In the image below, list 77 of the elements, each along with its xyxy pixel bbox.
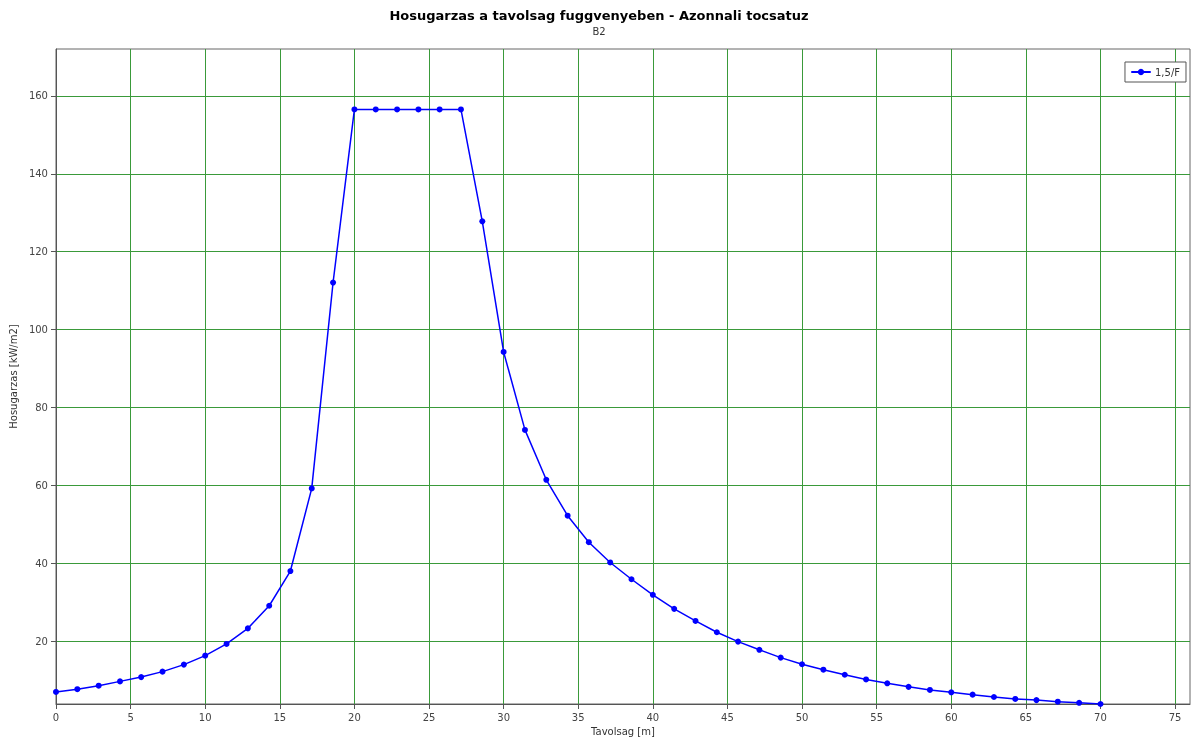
- point: [713, 629, 720, 636]
- x-tick-label: 35: [571, 711, 585, 723]
- point: [1054, 698, 1061, 705]
- point: [372, 106, 379, 113]
- y-axis-title: Hosugarzas [kW/m2]: [7, 324, 19, 429]
- point: [585, 539, 592, 546]
- point: [607, 559, 614, 566]
- x-tick-label: 15: [273, 711, 287, 723]
- point: [52, 688, 59, 695]
- x-tick-label: 60: [944, 711, 958, 723]
- point: [799, 661, 806, 668]
- point: [1033, 697, 1040, 704]
- point: [1012, 695, 1019, 702]
- point: [926, 686, 933, 693]
- x-tick-label: 45: [721, 711, 734, 723]
- point: [841, 671, 848, 678]
- x-tick-label: 70: [1094, 711, 1107, 723]
- point: [863, 676, 870, 683]
- point: [969, 691, 976, 698]
- point: [884, 680, 891, 687]
- chart-subtitle: B2: [592, 25, 606, 37]
- point: [330, 279, 337, 286]
- y-tick-label: 160: [28, 90, 48, 102]
- point: [990, 693, 997, 700]
- point: [436, 106, 443, 113]
- point: [351, 106, 358, 113]
- point: [266, 602, 273, 609]
- point: [479, 218, 486, 225]
- point: [500, 348, 507, 355]
- x-tick-label: 30: [497, 711, 510, 723]
- point: [74, 686, 81, 693]
- x-tick-label: 55: [870, 711, 884, 723]
- point: [223, 640, 230, 647]
- y-tick-label: 40: [35, 558, 48, 570]
- point: [649, 591, 656, 598]
- x-axis-title: Tavolsag [m]: [590, 726, 655, 738]
- point: [117, 678, 123, 685]
- point: [457, 106, 464, 113]
- point: [820, 666, 827, 673]
- point: [543, 476, 550, 483]
- y-tick-label: 80: [35, 402, 48, 414]
- x-tick-label: 65: [1019, 711, 1033, 723]
- legend-label: 1,5/F: [1154, 66, 1181, 78]
- point: [244, 625, 251, 632]
- x-tick-label: 75: [1168, 711, 1182, 723]
- x-tick-label: 5: [127, 711, 134, 723]
- point: [95, 682, 102, 689]
- x-tick-label: 10: [198, 711, 212, 723]
- y-tick-label: 120: [28, 246, 48, 258]
- point: [394, 106, 401, 113]
- point: [564, 512, 571, 519]
- y-tick-label: 60: [35, 480, 48, 492]
- x-tick-label: 0: [52, 711, 60, 723]
- y-tick-label: 140: [28, 168, 48, 180]
- point: [692, 617, 699, 624]
- y-tick-label: 20: [35, 636, 48, 648]
- point: [180, 661, 187, 668]
- point: [756, 646, 763, 653]
- x-tick-label: 25: [422, 711, 436, 723]
- point: [1076, 699, 1083, 706]
- point: [287, 568, 294, 575]
- point: [308, 485, 315, 492]
- chart-title: Hosugarzas a tavolsag fuggvenyeben - Azonnali tocsatuz: [389, 8, 809, 23]
- x-tick-label: 40: [646, 711, 660, 723]
- point: [521, 426, 528, 433]
- point: [905, 683, 912, 690]
- point: [415, 106, 422, 113]
- point: [777, 654, 784, 661]
- point: [735, 638, 742, 645]
- point: [671, 605, 678, 612]
- point: [138, 674, 145, 681]
- x-tick-label: 50: [795, 711, 809, 723]
- x-tick-label: 20: [348, 711, 361, 723]
- point: [202, 652, 209, 659]
- point: [948, 689, 955, 696]
- point: [628, 576, 635, 583]
- y-tick-label: 100: [28, 324, 48, 336]
